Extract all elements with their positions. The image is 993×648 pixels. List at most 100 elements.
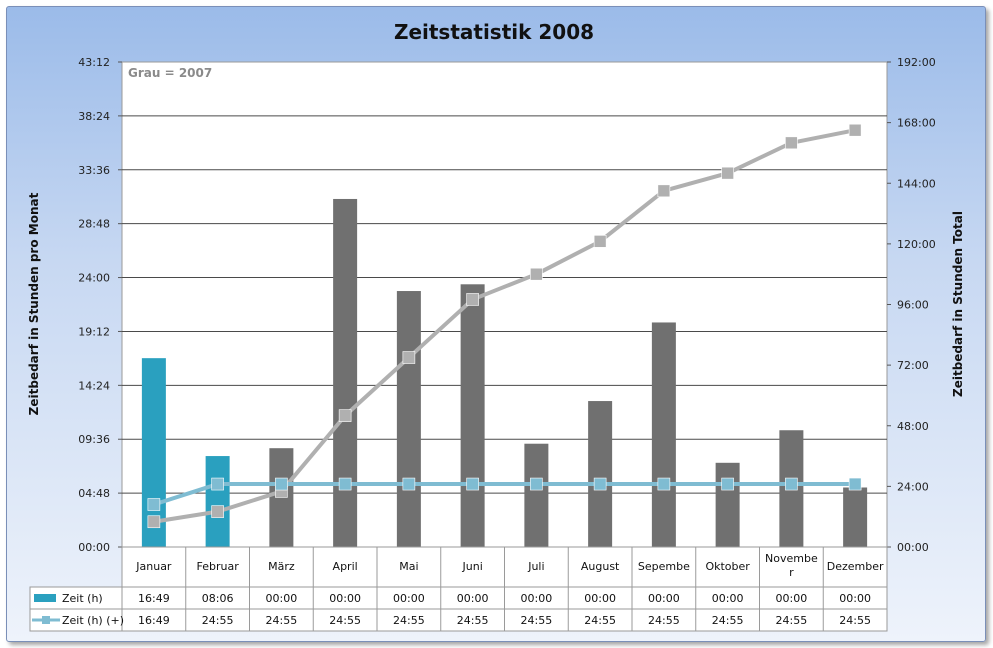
right-axis-ticks: 00:00 24:00 48:00 72:00 96:00 120:00 144:00 168… [887, 56, 936, 554]
marker-s3-8 [657, 184, 671, 198]
table-cell: 16:49 [138, 614, 170, 627]
category-label: Novembe [765, 552, 818, 565]
category-label: r [789, 566, 794, 579]
bar-s2-11 [843, 487, 868, 547]
legend-entry: Zeit (h) [62, 592, 103, 605]
table-cell: 24:55 [202, 614, 234, 627]
bar-s2-3 [333, 198, 358, 547]
lines [147, 123, 862, 529]
category-label: Dezember [827, 560, 884, 573]
bar-s2-4 [396, 291, 421, 547]
marker-s1-11 [848, 477, 862, 491]
y-axis-left-label: Zeitbedarf in Stunden pro Monat [27, 192, 41, 415]
right-tick-label: 72:00 [897, 359, 929, 372]
left-axis-ticks: 00:00 04:48 09:36 14:24 19:12 24:00 28:48 33:36… [78, 56, 122, 554]
table-cell: 00:00 [266, 592, 298, 605]
table-cell: 24:55 [266, 614, 298, 627]
category-label: Juni [462, 560, 483, 573]
category-label: Oktober [705, 560, 750, 573]
category-label: März [268, 560, 295, 573]
y-axis-right-label: Zeitbedarf in Stunden Total [951, 211, 965, 397]
bar-s0-1 [205, 456, 230, 547]
marker-s3-10 [785, 136, 798, 150]
bar-s2-5 [460, 284, 485, 547]
legend-key-bar [34, 594, 56, 602]
data-table: Januar Februar März April Mai Juni Juli August S… [29, 546, 888, 632]
marker-s3-1 [211, 505, 224, 518]
table-cell: 00:00 [712, 592, 744, 605]
table-cell: 24:55 [648, 614, 680, 627]
table-cell: 24:55 [521, 614, 553, 627]
marker-s3-5 [466, 293, 479, 306]
right-tick-label: 48:00 [897, 420, 929, 433]
plot-area [121, 61, 888, 548]
marker-s1-9 [721, 477, 734, 491]
left-tick-label: 24:00 [78, 272, 110, 285]
marker-s3-11 [848, 123, 862, 137]
bar-s2-9 [715, 462, 740, 547]
table-cell: 24:55 [839, 614, 871, 627]
right-tick-label: 192:00 [897, 56, 936, 69]
marker-s1-0 [147, 498, 161, 511]
table-cell: 16:49 [138, 592, 170, 605]
right-tick-label: 168:00 [897, 117, 936, 130]
bar-s2-6 [524, 443, 549, 547]
category-label: April [333, 560, 358, 573]
chart-title: Zeitstatistik 2008 [394, 20, 594, 44]
left-tick-label: 19:12 [78, 325, 110, 338]
bar-s2-7 [588, 401, 613, 547]
left-tick-label: 33:36 [78, 164, 110, 177]
marker-s3-6 [530, 267, 543, 281]
legend-key-marker [42, 616, 50, 624]
table-cell: 00:00 [584, 592, 616, 605]
marker-s3-7 [593, 235, 607, 248]
table-cell: 24:55 [776, 614, 808, 627]
table-cell: 00:00 [457, 592, 489, 605]
category-label: Januar [135, 560, 172, 573]
table-cell: 00:00 [648, 592, 680, 605]
table-cell: 08:06 [202, 592, 234, 605]
left-tick-label: 00:00 [78, 541, 110, 554]
series-line-3 [153, 128, 856, 524]
table-cell: 24:55 [393, 614, 425, 627]
marker-s1-8 [657, 477, 671, 491]
marker-s1-6 [530, 477, 543, 491]
left-tick-label: 43:12 [78, 56, 110, 69]
right-tick-label: 144:00 [897, 177, 936, 190]
left-tick-label: 04:48 [78, 487, 110, 500]
marker-s1-7 [593, 477, 607, 491]
left-tick-label: 09:36 [78, 433, 110, 446]
table-cell: 00:00 [521, 592, 553, 605]
legend-entry: Zeit (h) (+) [62, 614, 124, 627]
left-tick-label: 28:48 [78, 218, 110, 231]
marker-s3-9 [721, 166, 734, 180]
marker-s1-3 [338, 477, 352, 491]
marker-s1-10 [785, 477, 798, 491]
table-cell: 00:00 [393, 592, 425, 605]
marker-s3-0 [147, 515, 161, 529]
category-label: August [581, 560, 620, 573]
legend-note: Grau = 2007 [128, 66, 212, 80]
left-tick-label: 14:24 [78, 379, 110, 392]
gridlines [122, 115, 887, 494]
right-tick-label: 96:00 [897, 299, 929, 312]
marker-s1-1 [211, 477, 224, 491]
table-cell: 00:00 [329, 592, 361, 605]
marker-s1-2 [275, 477, 288, 491]
table-cell: 24:55 [457, 614, 489, 627]
table-cell: 00:00 [839, 592, 871, 605]
category-label: Mai [399, 560, 418, 573]
series-line-1 [153, 482, 856, 507]
right-tick-label: 120:00 [897, 238, 936, 251]
marker-s1-5 [466, 477, 479, 491]
category-label: Sepembe [638, 560, 690, 573]
category-label: Juli [527, 560, 544, 573]
table-cell: 24:55 [712, 614, 744, 627]
right-tick-label: 24:00 [897, 480, 929, 493]
right-tick-label: 00:00 [897, 541, 929, 554]
bar-s2-8 [651, 322, 676, 547]
marker-s1-4 [402, 477, 416, 491]
table-cell: 24:55 [329, 614, 361, 627]
category-label: Februar [197, 560, 240, 573]
